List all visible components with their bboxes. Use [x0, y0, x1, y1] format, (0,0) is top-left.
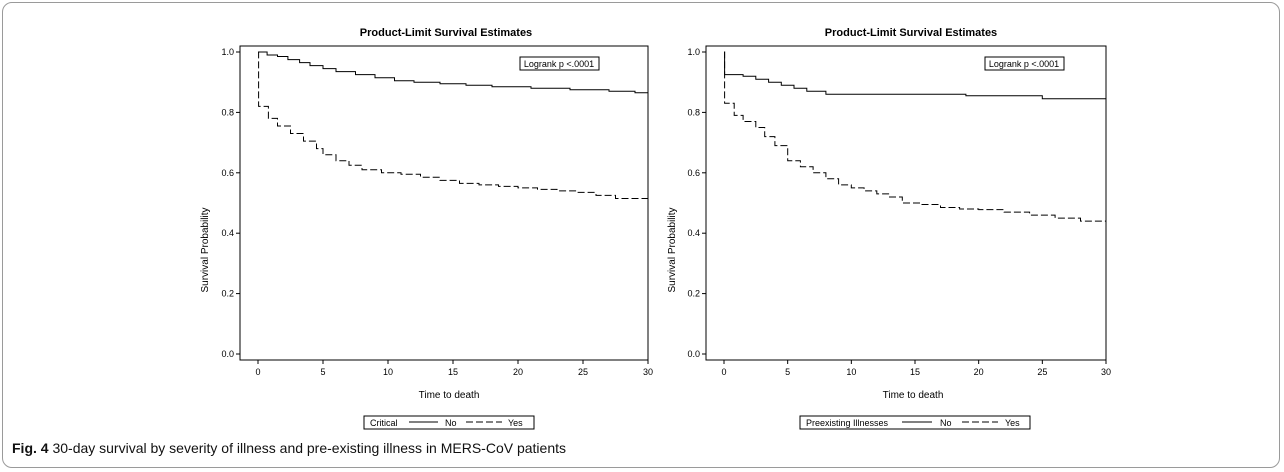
chart-preexisting-illnesses: Product-Limit Survival Estimates Time to…	[667, 27, 1111, 430]
y-tick-label: 0.2	[221, 289, 234, 299]
x-tick-label: 0	[721, 367, 726, 377]
survival-curve-yes	[258, 51, 649, 200]
plot-area	[239, 45, 649, 361]
x-tick-label: 25	[578, 367, 588, 377]
x-tick-label: 0	[255, 367, 260, 377]
y-tick-label: 0.8	[687, 107, 700, 117]
x-tick-label: 15	[448, 367, 458, 377]
x-tick-label: 20	[974, 367, 984, 377]
legend-entry-no: No	[445, 418, 457, 428]
legend-title: Preexisting Illnesses	[806, 418, 889, 428]
chart-critical: Product-Limit Survival Estimates Time to…	[200, 27, 653, 430]
x-tick-label: 10	[383, 367, 393, 377]
x-tick-label: 5	[320, 367, 325, 377]
legend-entry-yes: Yes	[508, 418, 523, 428]
y-tick-label: 0.0	[687, 349, 700, 359]
y-tick-label: 0.4	[687, 228, 700, 238]
logrank-annotation: Logrank p <.0001	[989, 59, 1059, 69]
survival-curve-no	[258, 51, 648, 94]
x-tick-label: 25	[1037, 367, 1047, 377]
x-tick-label: 20	[513, 367, 523, 377]
y-axis-label: Survival Probability	[200, 207, 211, 292]
y-tick-label: 1.0	[221, 47, 234, 57]
y-tick-label: 0.6	[687, 168, 700, 178]
y-tick-label: 0.2	[687, 289, 700, 299]
legend-entry-yes: Yes	[1005, 418, 1020, 428]
y-tick-label: 1.0	[687, 47, 700, 57]
y-tick-label: 0.6	[221, 168, 234, 178]
plot-area	[705, 45, 1107, 361]
legend-entry-no: No	[940, 418, 952, 428]
chart-title: Product-Limit Survival Estimates	[360, 27, 532, 39]
figure-caption: Fig. 4 30-day survival by severity of il…	[12, 440, 566, 456]
legend-title: Critical	[370, 418, 398, 428]
legend-box	[363, 415, 535, 430]
x-tick-label: 30	[1101, 367, 1111, 377]
x-tick-label: 30	[643, 367, 653, 377]
x-axis-label: Time to death	[419, 390, 480, 401]
logrank-box	[519, 56, 600, 71]
logrank-box	[984, 56, 1065, 71]
y-tick-label: 0.0	[221, 349, 234, 359]
x-tick-label: 10	[846, 367, 856, 377]
x-tick-label: 15	[910, 367, 920, 377]
survival-curve-no	[724, 51, 1106, 100]
caption-text: 30-day survival by severity of illness a…	[52, 440, 567, 456]
x-tick-label: 5	[785, 367, 790, 377]
survival-curve-yes	[724, 51, 1107, 225]
caption-label: Fig. 4	[12, 440, 49, 456]
x-axis-label: Time to death	[883, 390, 944, 401]
chart-title: Product-Limit Survival Estimates	[825, 27, 997, 39]
logrank-annotation: Logrank p <.0001	[524, 59, 594, 69]
y-axis-label: Survival Probability	[667, 207, 678, 292]
y-tick-label: 0.8	[221, 107, 234, 117]
y-tick-label: 0.4	[221, 228, 234, 238]
